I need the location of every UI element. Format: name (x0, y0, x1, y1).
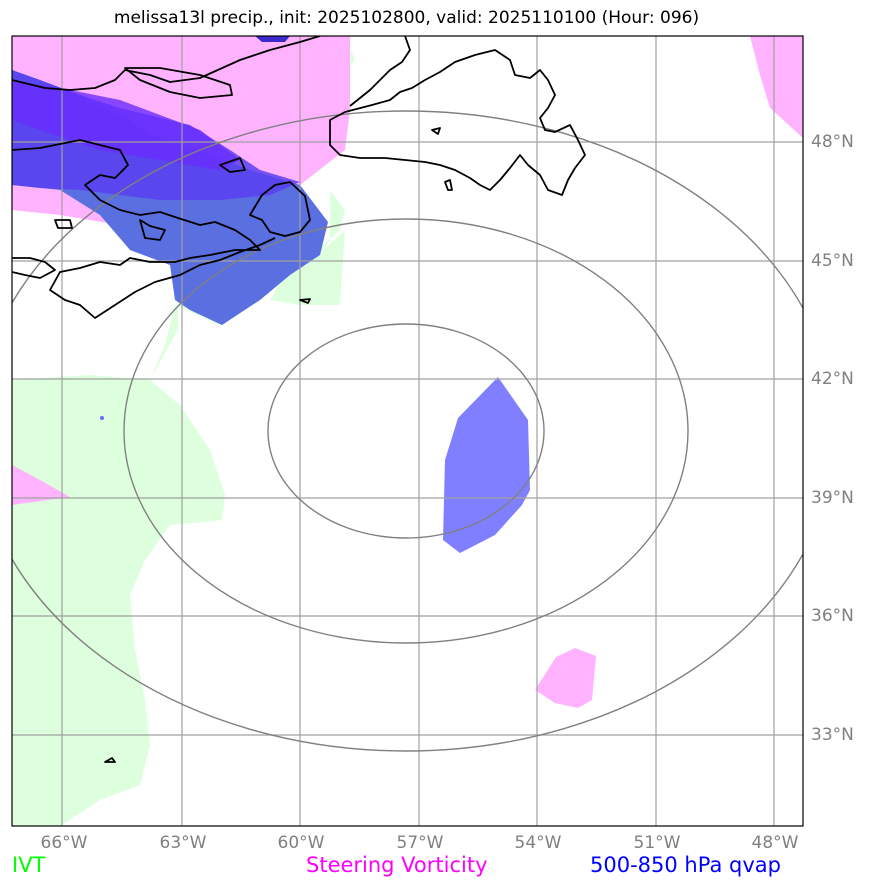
map-title: melissa13l precip., init: 2025102800, va… (113, 8, 700, 28)
range-ring-outer (12, 110, 803, 752)
lon-label-63w: 63°W (159, 833, 207, 853)
legend-qvap: 500-850 hPa qvap (590, 853, 781, 877)
lon-label-57w: 57°W (396, 833, 444, 853)
lat-label-48n: 48°N (811, 132, 854, 152)
map-layers (12, 36, 803, 826)
lon-label-60w: 60°W (277, 833, 325, 853)
legend-steering-vorticity: Steering Vorticity (306, 853, 488, 877)
map-frame (11, 35, 804, 827)
range-ring-middle (123, 218, 689, 644)
lon-label-51w: 51°W (633, 833, 681, 853)
lat-label-39n: 39°N (811, 488, 854, 508)
legend-ivt: IVT (12, 853, 46, 877)
lon-label-54w: 54°W (514, 833, 562, 853)
lon-label-48w: 48°W (751, 833, 799, 853)
lat-label-36n: 36°N (811, 606, 854, 626)
lat-label-45n: 45°N (811, 251, 854, 271)
range-ring-inner (267, 323, 545, 539)
vorticity-field (12, 36, 803, 708)
coastlines (12, 36, 586, 763)
lat-label-33n: 33°N (811, 725, 854, 745)
lat-label-42n: 42°N (811, 369, 854, 389)
range-rings (12, 110, 803, 752)
lon-label-66w: 66°W (40, 833, 88, 853)
